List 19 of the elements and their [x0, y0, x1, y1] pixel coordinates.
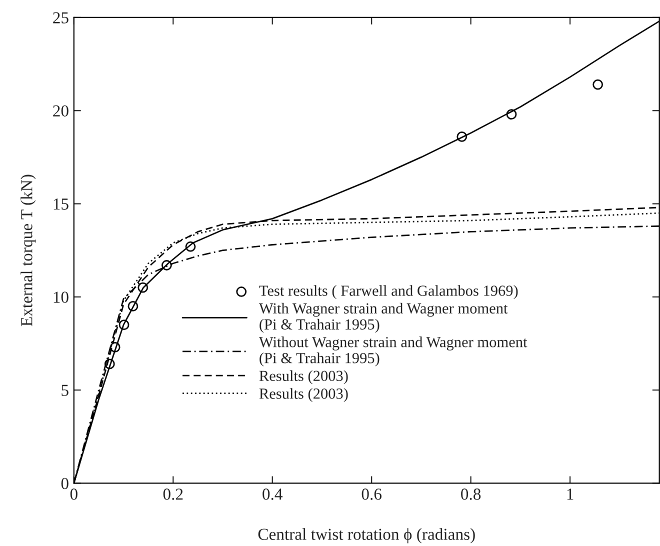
- x-tick-label: 0: [70, 488, 78, 500]
- x-tick-label: 1: [567, 488, 574, 500]
- y-tick-label: 25: [53, 12, 68, 24]
- y-tick-label: 5: [62, 384, 68, 396]
- x-tick-label: 0.6: [362, 488, 382, 500]
- y-tick-label: 0: [61, 478, 68, 490]
- legend-label: Results (2003): [259, 388, 348, 402]
- legend-label: Test results ( Farwell and Galambos 1969): [259, 285, 518, 299]
- x-axis-title: Central twist rotation ϕ (radians): [258, 528, 475, 544]
- x-tick-label: 0.2: [163, 488, 183, 500]
- y-tick-label: 20: [53, 105, 68, 117]
- y-axis-title: External torque T (kN): [20, 174, 36, 326]
- legend-label: Without Wagner strain and Wagner moment (Pi & Trahair 1995): [258, 336, 528, 366]
- y-tick-label: 15: [54, 198, 68, 210]
- y-tick-label: 10: [54, 292, 68, 303]
- x-tick-label: 0.4: [262, 488, 283, 500]
- x-tick-label: 0.8: [461, 488, 481, 500]
- legend-label: Results (2003): [259, 370, 348, 384]
- legend-label: With Wagner strain and Wagner moment (Pi & Trahair 1995): [258, 302, 508, 333]
